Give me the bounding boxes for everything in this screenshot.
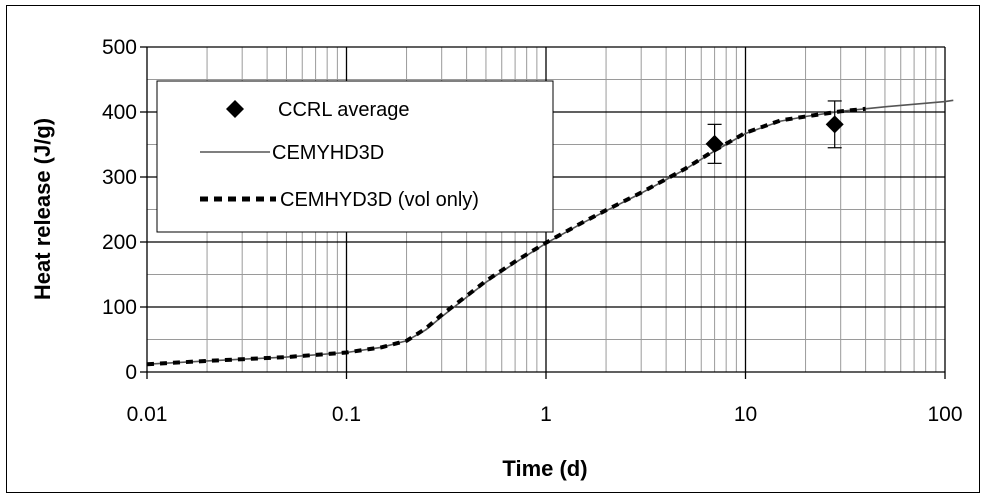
data-point-ccrl — [705, 134, 724, 153]
legend-label-cemhyd3d-vol: CEMHYD3D (vol only) — [280, 189, 479, 211]
legend-label-cemyhd3d: CEMYHD3D — [272, 142, 384, 164]
y-tick-label: 500 — [102, 36, 137, 59]
x-tick-label: 10 — [734, 403, 757, 426]
x-tick-label: 0.01 — [127, 403, 168, 426]
x-tick-label: 1 — [540, 403, 552, 426]
y-tick-label: 0 — [125, 361, 137, 384]
y-tick-label: 200 — [102, 231, 137, 254]
x-tick-label: 100 — [927, 403, 962, 426]
data-point-ccrl — [825, 115, 844, 134]
x-axis-title: Time (d) — [502, 456, 587, 481]
y-tick-label: 100 — [102, 296, 137, 319]
y-axis-title: Heat release (J/g) — [30, 118, 55, 300]
series-line-cemhyd3d-vol-only — [146, 106, 866, 367]
y-tick-label: 300 — [102, 166, 137, 189]
x-tick-label: 0.1 — [332, 403, 361, 426]
legend-label-ccrl: CCRL average — [278, 99, 410, 121]
x-tick-labels: 0.01 0.1 1 10 100 — [127, 403, 963, 426]
series — [146, 99, 954, 367]
legend-box — [156, 80, 554, 233]
y-tick-labels: 0 100 200 300 400 500 — [102, 36, 137, 384]
legend-marker-ccrl — [226, 100, 244, 118]
legend: CCRL average CEMYHD3D CEMHYD3D (vol only… — [156, 80, 554, 233]
y-tick-label: 400 — [102, 101, 137, 124]
